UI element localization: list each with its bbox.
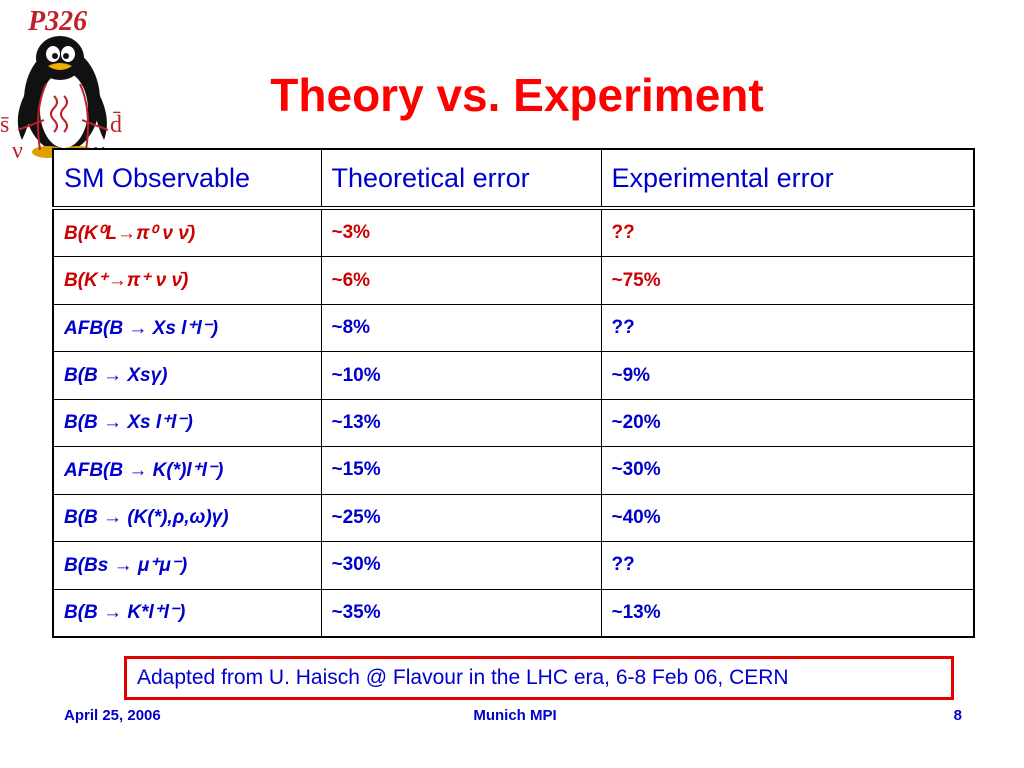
theoretical-error-cell: ~3%	[320, 207, 602, 258]
table-row: B(B → Xs l⁺l⁻) ~13% ~20%	[52, 398, 975, 448]
p326-logo: P326 s̄ ν d̄ ν	[0, 0, 140, 170]
header-experimental-error: Experimental error	[600, 148, 975, 210]
observable-cell: AFB(B → Xs l⁺l⁻)	[52, 303, 322, 353]
theoretical-error-cell: ~6%	[320, 256, 602, 305]
theoretical-error-cell: ~35%	[320, 588, 602, 638]
theoretical-error-cell: ~15%	[320, 446, 602, 495]
slide-title: Theory vs. Experiment	[270, 69, 764, 121]
experimental-error-cell: ??	[600, 207, 975, 258]
experimental-error-cell: ~40%	[600, 493, 975, 543]
source-caption: Adapted from U. Haisch @ Flavour in the …	[124, 656, 954, 700]
theoretical-error-cell: ~13%	[320, 398, 602, 448]
experimental-error-cell: ??	[600, 303, 975, 353]
table-row: B(B → K*l⁺l⁻) ~35% ~13%	[52, 588, 975, 638]
header-theoretical-error: Theoretical error	[320, 148, 602, 210]
table-header-row: SM Observable Theoretical error Experime…	[52, 148, 975, 210]
table-row: B(B → Xsγ) ~10% ~9%	[52, 351, 975, 400]
observable-cell: B(B → (K(*),ρ,ω)γ)	[52, 493, 322, 543]
theoretical-error-cell: ~10%	[320, 351, 602, 400]
observable-cell: B(K⁰L→π⁰ ν ν̄)	[52, 207, 322, 258]
logo-title: P326	[28, 6, 88, 37]
experimental-error-cell: ~30%	[600, 446, 975, 495]
theoretical-error-cell: ~30%	[320, 541, 602, 590]
experimental-error-cell: ~9%	[600, 351, 975, 400]
penguin-icon	[17, 36, 109, 158]
observable-cell: B(B → Xs l⁺l⁻)	[52, 398, 322, 448]
experimental-error-cell: ??	[600, 541, 975, 590]
experimental-error-cell: ~20%	[600, 398, 975, 448]
theoretical-error-cell: ~25%	[320, 493, 602, 543]
observable-cell: B(Bs → μ⁺μ⁻)	[52, 541, 322, 590]
observable-cell: B(B → K*l⁺l⁻)	[52, 588, 322, 638]
footer-page-number: 8	[953, 707, 962, 724]
experimental-error-cell: ~13%	[600, 588, 975, 638]
observable-cell: B(K⁺→π⁺ ν ν̄)	[52, 256, 322, 305]
table-row: B(Bs → μ⁺μ⁻) ~30% ??	[52, 541, 975, 590]
theoretical-error-cell: ~8%	[320, 303, 602, 353]
table-row: AFB(B → Xs l⁺l⁻) ~8% ??	[52, 303, 975, 353]
table-row: AFB(B → K(*)l⁺l⁻) ~15% ~30%	[52, 446, 975, 495]
logo-symbol-dbar: d̄	[110, 112, 122, 138]
footer-date: April 25, 2006	[64, 707, 161, 724]
logo-symbol-nu-left: ν	[12, 138, 23, 164]
observable-cell: AFB(B → K(*)l⁺l⁻)	[52, 446, 322, 495]
table-row: B(K⁺→π⁺ ν ν̄) ~6% ~75%	[52, 256, 975, 305]
table-row: B(B → (K(*),ρ,ω)γ) ~25% ~40%	[52, 493, 975, 543]
footer-venue: Munich MPI	[473, 707, 557, 724]
table-row: B(K⁰L→π⁰ ν ν̄) ~3% ??	[52, 207, 975, 258]
experimental-error-cell: ~75%	[600, 256, 975, 305]
header-sm-observable: SM Observable	[52, 148, 322, 210]
logo-symbol-sbar: s̄	[0, 112, 10, 138]
observables-table: SM Observable Theoretical error Experime…	[52, 148, 975, 638]
observable-cell: B(B → Xsγ)	[52, 351, 322, 400]
